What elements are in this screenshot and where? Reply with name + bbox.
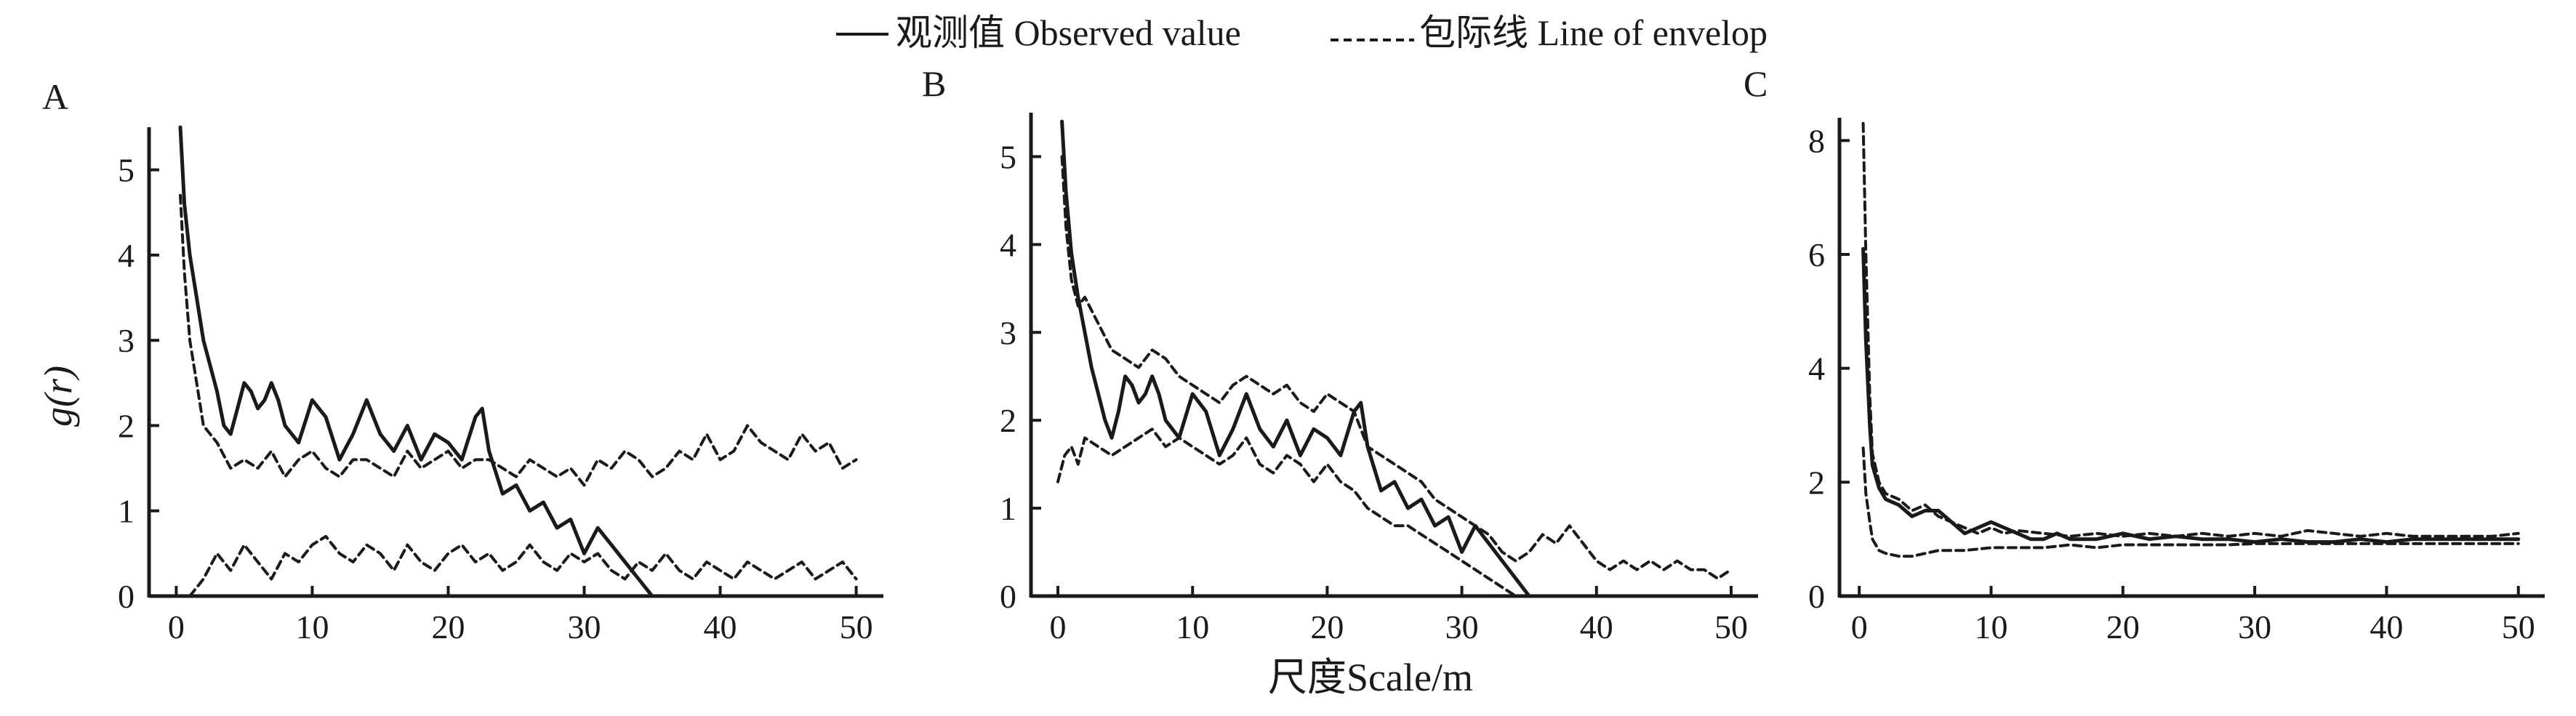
panel-a-series bbox=[178, 125, 858, 598]
panel-c-x-tick-label: 20 bbox=[2106, 608, 2140, 645]
panel-b-x-tick-label: 30 bbox=[1445, 608, 1479, 645]
panel-a-y-tick-label: 4 bbox=[118, 237, 135, 274]
panel-a-x-tick-label: 0 bbox=[168, 608, 185, 645]
panel-b-x-tick-label: 0 bbox=[1050, 608, 1067, 645]
panel-c-x-tick-label: 10 bbox=[1975, 608, 2008, 645]
panel-a-y-tick-label: 3 bbox=[118, 322, 135, 359]
panel-label-c: C bbox=[1744, 63, 1768, 104]
panel-a-envelope-lower-line bbox=[188, 534, 858, 598]
panel-c-observed-line bbox=[1861, 246, 2521, 544]
panel-b-x-tick-label: 20 bbox=[1310, 608, 1344, 645]
panel-b-observed-line bbox=[1060, 119, 1545, 598]
panel-a-envelope-upper-line bbox=[179, 193, 858, 487]
panel-b-x-tick-label: 10 bbox=[1176, 608, 1209, 645]
panel-c-y-tick-label: 8 bbox=[1808, 122, 1825, 159]
shared-y-axis-label: g(r) bbox=[36, 366, 80, 427]
legend-envelope-label: 包际线 Line of envelop bbox=[1419, 12, 1768, 53]
panel-a-x-tick-label: 30 bbox=[568, 608, 601, 645]
panel-b-y-tick-label: 2 bbox=[1000, 402, 1016, 439]
panel-c-x-tick-label: 50 bbox=[2502, 608, 2535, 645]
shared-x-axis-label: 尺度Scale/m bbox=[1268, 656, 1473, 699]
panel-a-observed-line bbox=[178, 125, 668, 598]
panel-c-y-tick-label: 6 bbox=[1808, 236, 1825, 273]
panel-c-y-tick-label: 0 bbox=[1808, 578, 1825, 615]
panel-c-envelope-upper-line bbox=[1861, 121, 2520, 538]
panel-b-x-tick-label: 50 bbox=[1714, 608, 1748, 645]
panel-c-x-tick-label: 0 bbox=[1851, 608, 1868, 645]
legend-observed-label: 观测值 Observed value bbox=[896, 12, 1241, 53]
panel-b-y-tick-label: 5 bbox=[1000, 138, 1016, 175]
legend: 观测值 Observed value 包际线 Line of envelop bbox=[836, 12, 1768, 53]
panel-a-y-tick-label: 0 bbox=[118, 578, 135, 615]
panel-b-y-tick-label: 3 bbox=[1000, 314, 1016, 351]
panel-b-series bbox=[1056, 119, 1733, 598]
panel-a-x-tick-label: 50 bbox=[840, 608, 873, 645]
panel-c-series bbox=[1861, 121, 2521, 558]
panel-c-y-tick-label: 2 bbox=[1808, 464, 1825, 501]
panel-a-y-tick-label: 5 bbox=[118, 152, 135, 189]
panel-c-ticks: 0 2 4 6 8 0 10 20 30 40 50 bbox=[1808, 122, 2535, 645]
panel-b-y-tick-label: 0 bbox=[1000, 578, 1016, 615]
panel-label-a: A bbox=[42, 76, 68, 117]
panel-label-b: B bbox=[922, 63, 946, 104]
panel-a-x-tick-label: 40 bbox=[704, 608, 737, 645]
panel-a-y-tick-label: 2 bbox=[118, 407, 135, 444]
panel-a-y-tick-label: 1 bbox=[118, 493, 135, 530]
panel-b-y-tick-label: 1 bbox=[1000, 490, 1016, 527]
panel-a-x-tick-label: 20 bbox=[431, 608, 465, 645]
panel-c-x-tick-label: 30 bbox=[2238, 608, 2271, 645]
panel-c-envelope-lower-line bbox=[1861, 446, 2520, 558]
panel-a-x-tick-label: 10 bbox=[295, 608, 329, 645]
panel-c-x-tick-label: 40 bbox=[2370, 608, 2403, 645]
panel-c-y-tick-label: 4 bbox=[1808, 350, 1825, 387]
panel-b-x-tick-label: 40 bbox=[1580, 608, 1613, 645]
panel-b-y-tick-label: 4 bbox=[1000, 226, 1016, 263]
panel-b-envelope-upper-line bbox=[1060, 155, 1733, 580]
panel-c: C 0 2 4 6 8 0 10 20 30 40 50 bbox=[1744, 63, 2545, 645]
panel-b-envelope-lower-line bbox=[1056, 427, 1558, 598]
